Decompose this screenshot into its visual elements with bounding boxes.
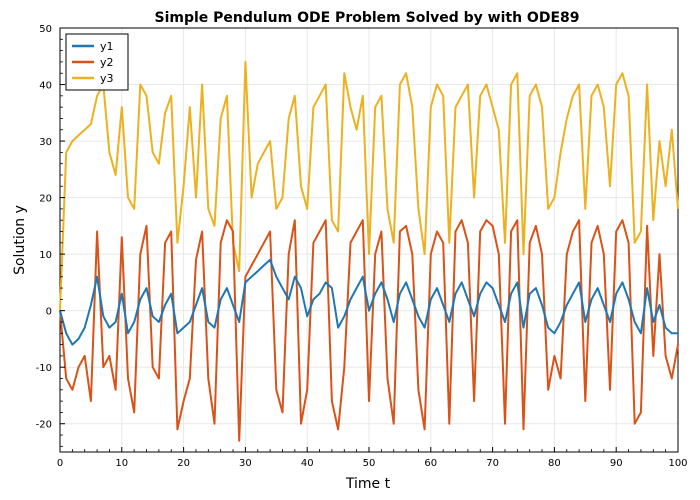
series-line-y3 (59, 60, 679, 311)
y-tick-label: 10 (39, 250, 52, 261)
x-tick-label: 80 (548, 458, 561, 469)
x-tick-label: 90 (610, 458, 623, 469)
y-tick-label: -20 (36, 420, 52, 431)
y-tick-label: 0 (46, 307, 52, 318)
y-axis: -20 -10 0 10 20 30 40 50 (36, 24, 65, 447)
series-layer (59, 60, 679, 442)
y-tick-label: 50 (39, 24, 52, 35)
x-tick-label: 70 (486, 458, 499, 469)
x-axis-label: Time t (345, 476, 391, 492)
x-tick-label: 40 (301, 458, 314, 469)
chart-title: Simple Pendulum ODE Problem Solved by wi… (155, 10, 580, 26)
legend-label-y2: y2 (100, 56, 114, 69)
y-tick-label: 20 (39, 194, 52, 205)
series-line-y2 (59, 219, 679, 442)
x-tick-label: 100 (668, 458, 687, 469)
y-tick-label: -10 (36, 363, 52, 374)
x-tick-label: 30 (239, 458, 252, 469)
y-tick-label: 30 (39, 137, 52, 148)
x-tick-label: 50 (363, 458, 376, 469)
series-line-y1 (59, 258, 678, 346)
x-tick-label: 60 (424, 458, 437, 469)
x-tick-label: 20 (177, 458, 190, 469)
legend-label-y3: y3 (100, 72, 114, 85)
legend-label-y1: y1 (100, 40, 114, 53)
y-tick-label: 40 (39, 81, 52, 92)
x-axis: 0 10 20 30 40 50 60 70 80 90 100 (57, 447, 688, 469)
legend: y1 y2 y3 (65, 33, 129, 91)
x-tick-label: 0 (57, 458, 63, 469)
x-tick-label: 10 (115, 458, 128, 469)
y-axis-label: Solution y (12, 205, 28, 275)
